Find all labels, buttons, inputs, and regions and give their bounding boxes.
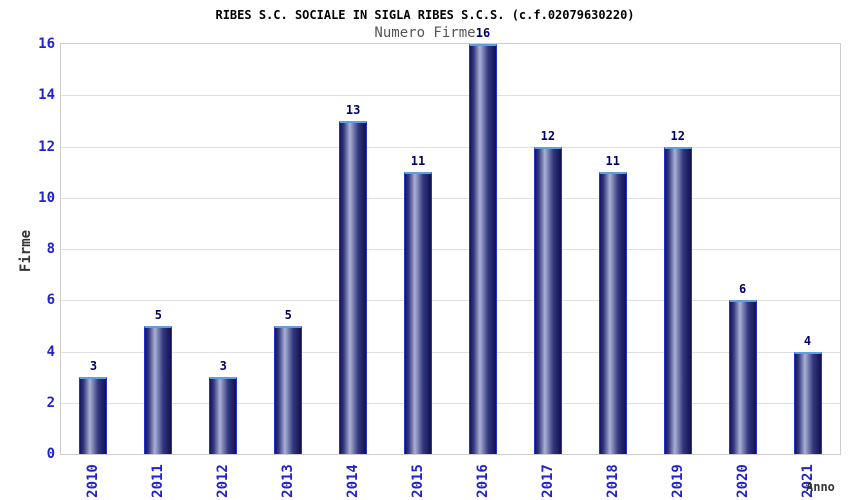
- x-tick-label: 2011: [150, 464, 167, 498]
- bar: [468, 44, 497, 454]
- bar: [144, 325, 173, 454]
- x-axis-title: Anno: [806, 480, 835, 494]
- gridline: [61, 249, 840, 250]
- gridline: [61, 146, 840, 148]
- y-tick-label: 12: [38, 138, 55, 155]
- gridline: [61, 402, 840, 404]
- bar-value-label: 3: [89, 359, 98, 374]
- bar-value-label: 12: [670, 128, 685, 143]
- bar-value-label: 16: [475, 26, 491, 40]
- bar-value-label: 12: [540, 128, 556, 143]
- gridline: [61, 95, 840, 97]
- bar: [598, 172, 627, 454]
- x-tick-label: 2018: [604, 464, 621, 498]
- bar-value-label: 3: [219, 359, 227, 374]
- y-tick-label: 10: [38, 189, 55, 206]
- bar: [728, 300, 757, 454]
- bar: [274, 325, 303, 454]
- x-tick-label: 2017: [539, 464, 556, 498]
- y-tick-label: 8: [46, 241, 55, 257]
- x-tick-label: 2012: [215, 464, 232, 498]
- y-tick-label: 4: [46, 343, 55, 360]
- x-tick-label: 2016: [474, 464, 491, 498]
- bar: [533, 146, 562, 454]
- bar: [793, 351, 822, 454]
- bar-value-label: 6: [739, 282, 747, 297]
- bar: [339, 120, 368, 454]
- x-tick-label: 2013: [280, 464, 297, 498]
- bar-value-label: 5: [154, 307, 162, 322]
- x-tick-label: 2010: [85, 464, 102, 498]
- bar-value-label: 11: [605, 154, 620, 169]
- bar-value-label: 4: [803, 333, 812, 348]
- bar: [79, 377, 108, 454]
- chart-subtitle: Numero Firme: [374, 25, 476, 41]
- bar-value-label: 5: [284, 307, 292, 322]
- gridline: [61, 351, 840, 353]
- x-tick-label: 2019: [669, 464, 686, 498]
- bar-value-label: 11: [410, 154, 426, 169]
- bar: [663, 146, 692, 454]
- x-tick-label: 2020: [734, 464, 751, 498]
- x-tick-label: 2014: [345, 464, 362, 498]
- bar: [404, 172, 433, 454]
- gridline: [61, 197, 840, 199]
- chart-title: RIBES S.C. SOCIALE IN SIGLA RIBES S.C.S.…: [215, 8, 635, 22]
- bar-value-label: 13: [345, 102, 361, 117]
- y-axis-title: Firme: [18, 229, 34, 273]
- y-tick-label: 6: [46, 292, 55, 309]
- gridline: [61, 300, 840, 302]
- y-tick-label: 14: [38, 87, 55, 104]
- bar: [209, 377, 238, 454]
- y-tick-label: 0: [46, 446, 55, 462]
- y-tick-label: 16: [38, 36, 55, 52]
- x-tick-label: 2015: [410, 464, 427, 498]
- y-tick-label: 2: [46, 394, 55, 411]
